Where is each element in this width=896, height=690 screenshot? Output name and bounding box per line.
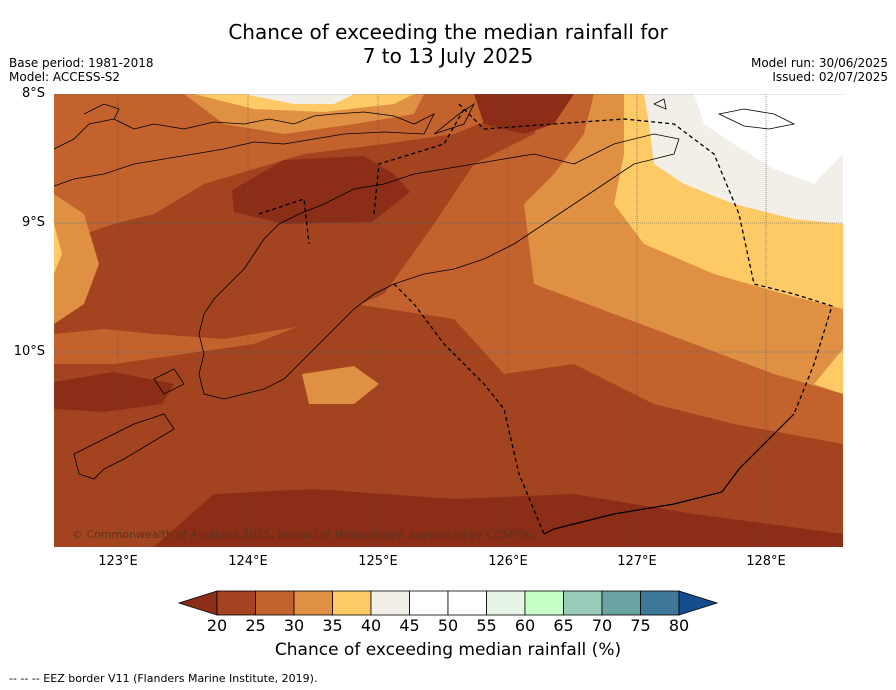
- map-title: Chance of exceeding the median rainfall …: [0, 20, 896, 68]
- lon-tick-127: 127°E: [617, 554, 657, 569]
- title-line-2: 7 to 13 July 2025: [362, 44, 534, 68]
- model-run: Model run: 30/06/2025: [750, 56, 888, 70]
- colorbar-label: 30: [283, 616, 305, 635]
- colorbar-cell: [332, 590, 372, 616]
- patch-below-20-south: [154, 489, 843, 547]
- colorbar-cell: [486, 590, 526, 616]
- eez-border: [258, 103, 833, 535]
- colorbar-cell: [409, 590, 449, 616]
- colorbar-cell: [216, 590, 256, 616]
- title-line-1: Chance of exceeding the median rainfall …: [228, 20, 668, 44]
- band-30-35-west: [54, 194, 99, 324]
- band-45-55-east: [694, 94, 843, 184]
- meta-right: Model run: 30/06/2025 Issued: 02/07/2025: [751, 56, 888, 84]
- eez-footer-note: -- -- -- EEZ border V11 (Flanders Marine…: [9, 672, 318, 685]
- colorbar-cell: [524, 590, 564, 616]
- colorbar-label: 45: [399, 616, 420, 635]
- colorbar-label: 55: [476, 616, 497, 635]
- colorbar-label: 80: [668, 616, 690, 635]
- lon-tick-123: 123°E: [98, 554, 138, 569]
- colorbar-label: 35: [322, 616, 343, 635]
- colorbar-label: 75: [630, 616, 651, 635]
- patch-below-20-west: [54, 372, 174, 412]
- colorbar-title: Chance of exceeding median rainfall (%): [274, 640, 622, 660]
- colorbar-cell: [293, 590, 333, 616]
- colorbar-label: 25: [245, 616, 266, 635]
- copyright-notice: © Commonwealth of Australia 2025, Bureau…: [72, 528, 535, 541]
- colorbar-cell: [640, 590, 680, 616]
- colorbar-cell: [447, 590, 487, 616]
- colorbar-extend-high: [678, 590, 718, 616]
- colorbar: [178, 590, 718, 616]
- lat-tick-9s: 9°S: [21, 215, 45, 230]
- base-period: Base period: 1981-2018: [9, 56, 154, 70]
- colorbar-cell: [563, 590, 603, 616]
- lat-tick-8s: 8°S: [21, 86, 45, 101]
- band-40-45-north: [244, 94, 354, 104]
- colorbar-label: 20: [206, 616, 228, 635]
- meta-left: Base period: 1981-2018 Model: ACCESS-S2: [9, 56, 154, 84]
- band-35-40-west: [54, 224, 62, 274]
- band-35-40-southeast: [814, 349, 843, 394]
- model-name: Model: ACCESS-S2: [9, 70, 121, 84]
- colorbar-label: 40: [360, 616, 382, 635]
- colorbar-label: 70: [591, 616, 613, 635]
- coastlines: [54, 98, 796, 480]
- band-20-25-south: [54, 304, 843, 547]
- colorbar-cell: [370, 590, 410, 616]
- lon-tick-128: 128°E: [746, 554, 786, 569]
- lon-tick-124: 124°E: [228, 554, 268, 569]
- patch-below-20-north: [232, 156, 410, 224]
- lon-tick-126: 126°E: [488, 554, 528, 569]
- colorbar-label: 50: [437, 616, 459, 635]
- band-30-35-centre: [302, 366, 379, 404]
- colorbar-label: 60: [514, 616, 536, 635]
- maritime-border: [543, 413, 795, 535]
- colorbar-cell: [255, 590, 295, 616]
- rainfall-map: © Commonwealth of Australia 2025, Bureau…: [54, 94, 843, 547]
- graticule: [54, 94, 843, 547]
- lon-tick-125: 125°E: [358, 554, 398, 569]
- colorbar-label: 65: [553, 616, 574, 635]
- colorbar-cell: [601, 590, 641, 616]
- colorbar-extend-low: [178, 590, 218, 616]
- issued-date: Issued: 02/07/2025: [772, 70, 888, 84]
- lat-tick-10s: 10°S: [13, 344, 45, 359]
